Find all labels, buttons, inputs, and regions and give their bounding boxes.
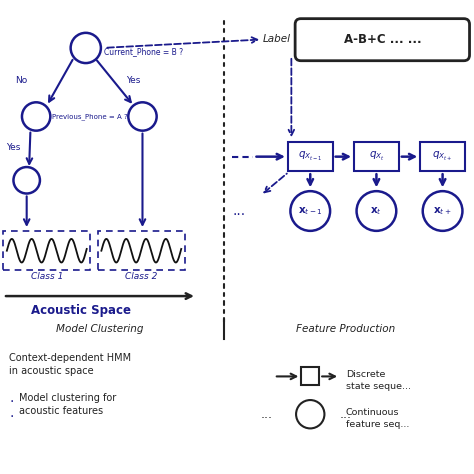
- Text: Previous_Phone = A ?: Previous_Phone = A ?: [52, 113, 128, 120]
- Text: Context-dependent HMM
in acoustic space: Context-dependent HMM in acoustic space: [9, 353, 131, 376]
- Text: Acoustic Space: Acoustic Space: [31, 304, 131, 317]
- Text: $\mathbf{x}_{t-1}$: $\mathbf{x}_{t-1}$: [298, 205, 322, 217]
- Text: $\mathbf{x}_{t}$: $\mathbf{x}_{t}$: [371, 205, 383, 217]
- Text: Yes: Yes: [6, 143, 21, 152]
- Text: $q_{X_t}$: $q_{X_t}$: [369, 150, 384, 163]
- Text: ...: ...: [340, 408, 352, 421]
- Text: $\mathbf{x}_{t+}$: $\mathbf{x}_{t+}$: [433, 205, 452, 217]
- Text: Continuous
feature seq...: Continuous feature seq...: [346, 408, 409, 429]
- Text: No: No: [15, 76, 27, 85]
- Text: $q_{X_{t-1}}$: $q_{X_{t-1}}$: [298, 150, 323, 163]
- Text: A-B+C ... ...: A-B+C ... ...: [344, 33, 421, 46]
- Text: Class 2: Class 2: [125, 272, 157, 281]
- Text: Model clustering for
acoustic features: Model clustering for acoustic features: [18, 393, 116, 416]
- Text: Label: Label: [263, 35, 291, 45]
- Text: Class 1: Class 1: [31, 272, 63, 281]
- Text: Current_Phone = B ?: Current_Phone = B ?: [104, 47, 183, 56]
- Text: ...: ...: [260, 408, 272, 421]
- Text: $q_{X_{t+}}$: $q_{X_{t+}}$: [432, 150, 453, 163]
- Text: Yes: Yes: [126, 76, 140, 85]
- Text: ...: ...: [233, 204, 246, 218]
- Text: Discrete
state seque...: Discrete state seque...: [346, 370, 410, 391]
- Text: Model Clustering: Model Clustering: [56, 324, 144, 334]
- Text: ·: ·: [9, 410, 14, 423]
- Text: ·: ·: [9, 395, 14, 410]
- Text: Feature Production: Feature Production: [296, 324, 395, 334]
